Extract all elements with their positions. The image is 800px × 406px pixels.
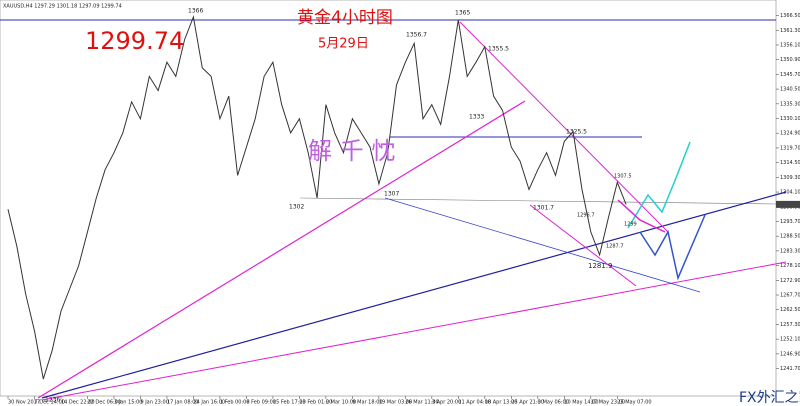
channel-line (384, 197, 701, 293)
y-tick-label: 1272.90 (780, 278, 800, 284)
x-tick-label: 3 Jan 15:00 (114, 400, 142, 406)
x-tick-label: 19 Mar 03:00 (379, 400, 412, 406)
annotation: 1236 (45, 397, 60, 404)
y-tick-label: 1335.30 (780, 101, 800, 107)
y-tick-label: 1278.10 (780, 263, 800, 269)
annotation: 1307 (384, 191, 399, 198)
forecast-arrow (617, 199, 666, 233)
annotation: 1365 (455, 10, 470, 17)
channel-line (529, 204, 637, 287)
y-tick-label: 1246.90 (780, 351, 800, 357)
x-tick-label: 24 Jan 16:00 (193, 400, 225, 406)
x-tick-label: 1 Feb 00:00 (220, 400, 250, 406)
annotation: FX外汇之家 (739, 389, 800, 406)
y-tick-label: 1262.50 (780, 307, 800, 313)
forecast-arrow (627, 141, 691, 229)
price-marker (776, 200, 800, 208)
annotation: 1299.74 (85, 27, 184, 55)
x-tick-label: 3 May 06:00 (538, 400, 569, 406)
trend-line (37, 100, 526, 399)
annotation: 1296.7 (577, 213, 595, 219)
price-line (7, 15, 627, 380)
plot-frame (0, 0, 777, 397)
y-tick-label: 1350.90 (780, 57, 800, 63)
forecast-arrow (639, 214, 706, 281)
y-tick-label: 1366.50 (780, 13, 800, 19)
annotation: 1366 (188, 8, 203, 15)
x-tick-label: 17 May 23:00 (591, 400, 625, 406)
y-tick-label: 1324.90 (780, 131, 800, 137)
x-tick-label: 17 Jan 08:00 (167, 400, 199, 406)
annotation: 黄金4小时图 (297, 8, 393, 28)
header: XAUUSD,H4 1297.29 1301.18 1297.09 1299.7… (3, 4, 122, 10)
annotation: 1325.5 (566, 129, 587, 136)
x-tick-label: 10 May 14:00 (564, 400, 598, 406)
y-tick-label: 1345.70 (780, 72, 800, 78)
y-tick-label: 1304.10 (780, 190, 800, 196)
annotation: 1299 (624, 222, 637, 228)
y-tick-label: 1314.50 (780, 160, 800, 166)
support-line (299, 197, 777, 205)
y-tick-label: 1330.10 (780, 116, 800, 122)
y-tick-label: 1288.50 (780, 234, 800, 240)
x-tick-label: 9 Jan 23:00 (140, 400, 168, 406)
x-tick-label: 7 Dec 14:00 (34, 400, 64, 406)
annotation: 5月29日 (318, 37, 369, 52)
x-tick-label: 15 Feb 17:00 (273, 400, 306, 406)
annotation: 1281.9 (588, 262, 613, 270)
x-tick-label: 30 Nov 2017 (8, 400, 40, 406)
annotation: 1302 (289, 204, 304, 211)
x-tick-label: 23 Feb 01:00 (299, 400, 332, 406)
x-tick-label: 14 Dec 22:00 (61, 400, 95, 406)
x-tick-label: 2 Mar 10:00 (326, 400, 356, 406)
x-tick-label: 22 Dec 06:00 (87, 400, 121, 406)
y-tick-label: 1356.10 (780, 42, 800, 48)
x-tick-label: 9 Mar 18:00 (352, 400, 382, 406)
annotation: 1355.5 (488, 46, 509, 53)
drawings (0, 19, 787, 401)
y-tick-label: 1319.70 (780, 145, 800, 151)
y-tick-label: 1241.70 (780, 366, 800, 372)
x-tick-label: 26 Mar 11:00 (405, 400, 438, 406)
x-tick-label: 25 Apr 21:00 (511, 400, 544, 406)
annotation: 1356.7 (406, 32, 427, 39)
x-tick-label: 3 Apr 20:00 (432, 400, 461, 406)
y-tick-label: 1257.30 (780, 322, 800, 328)
trend-line (41, 261, 787, 401)
y-tick-label: 1267.70 (780, 293, 800, 299)
y-tick-label: 1293.70 (780, 219, 800, 225)
annotation: 1333 (469, 114, 484, 121)
y-tick-label: 1309.30 (780, 175, 800, 181)
annotation: 解 千 忱 (308, 137, 395, 165)
annotation: 1301.7 (533, 205, 554, 212)
y-tick-label: 1340.50 (780, 87, 800, 93)
y-tick-label: 1252.10 (780, 337, 800, 343)
annotation: 1307.5 (614, 174, 632, 180)
x-tick-label: 8 Feb 09:00 (246, 400, 276, 406)
trend-line (459, 21, 669, 233)
x-tick-label: 25 May 07:00 (617, 400, 651, 406)
y-tick-label: 1283.30 (780, 248, 800, 254)
y-tick-label: 1361.30 (780, 28, 800, 34)
x-tick-label: 18 Apr 13:00 (485, 400, 518, 406)
x-tick-label: 11 Apr 04:00 (458, 400, 491, 406)
annotation: 1287.7 (606, 244, 624, 250)
